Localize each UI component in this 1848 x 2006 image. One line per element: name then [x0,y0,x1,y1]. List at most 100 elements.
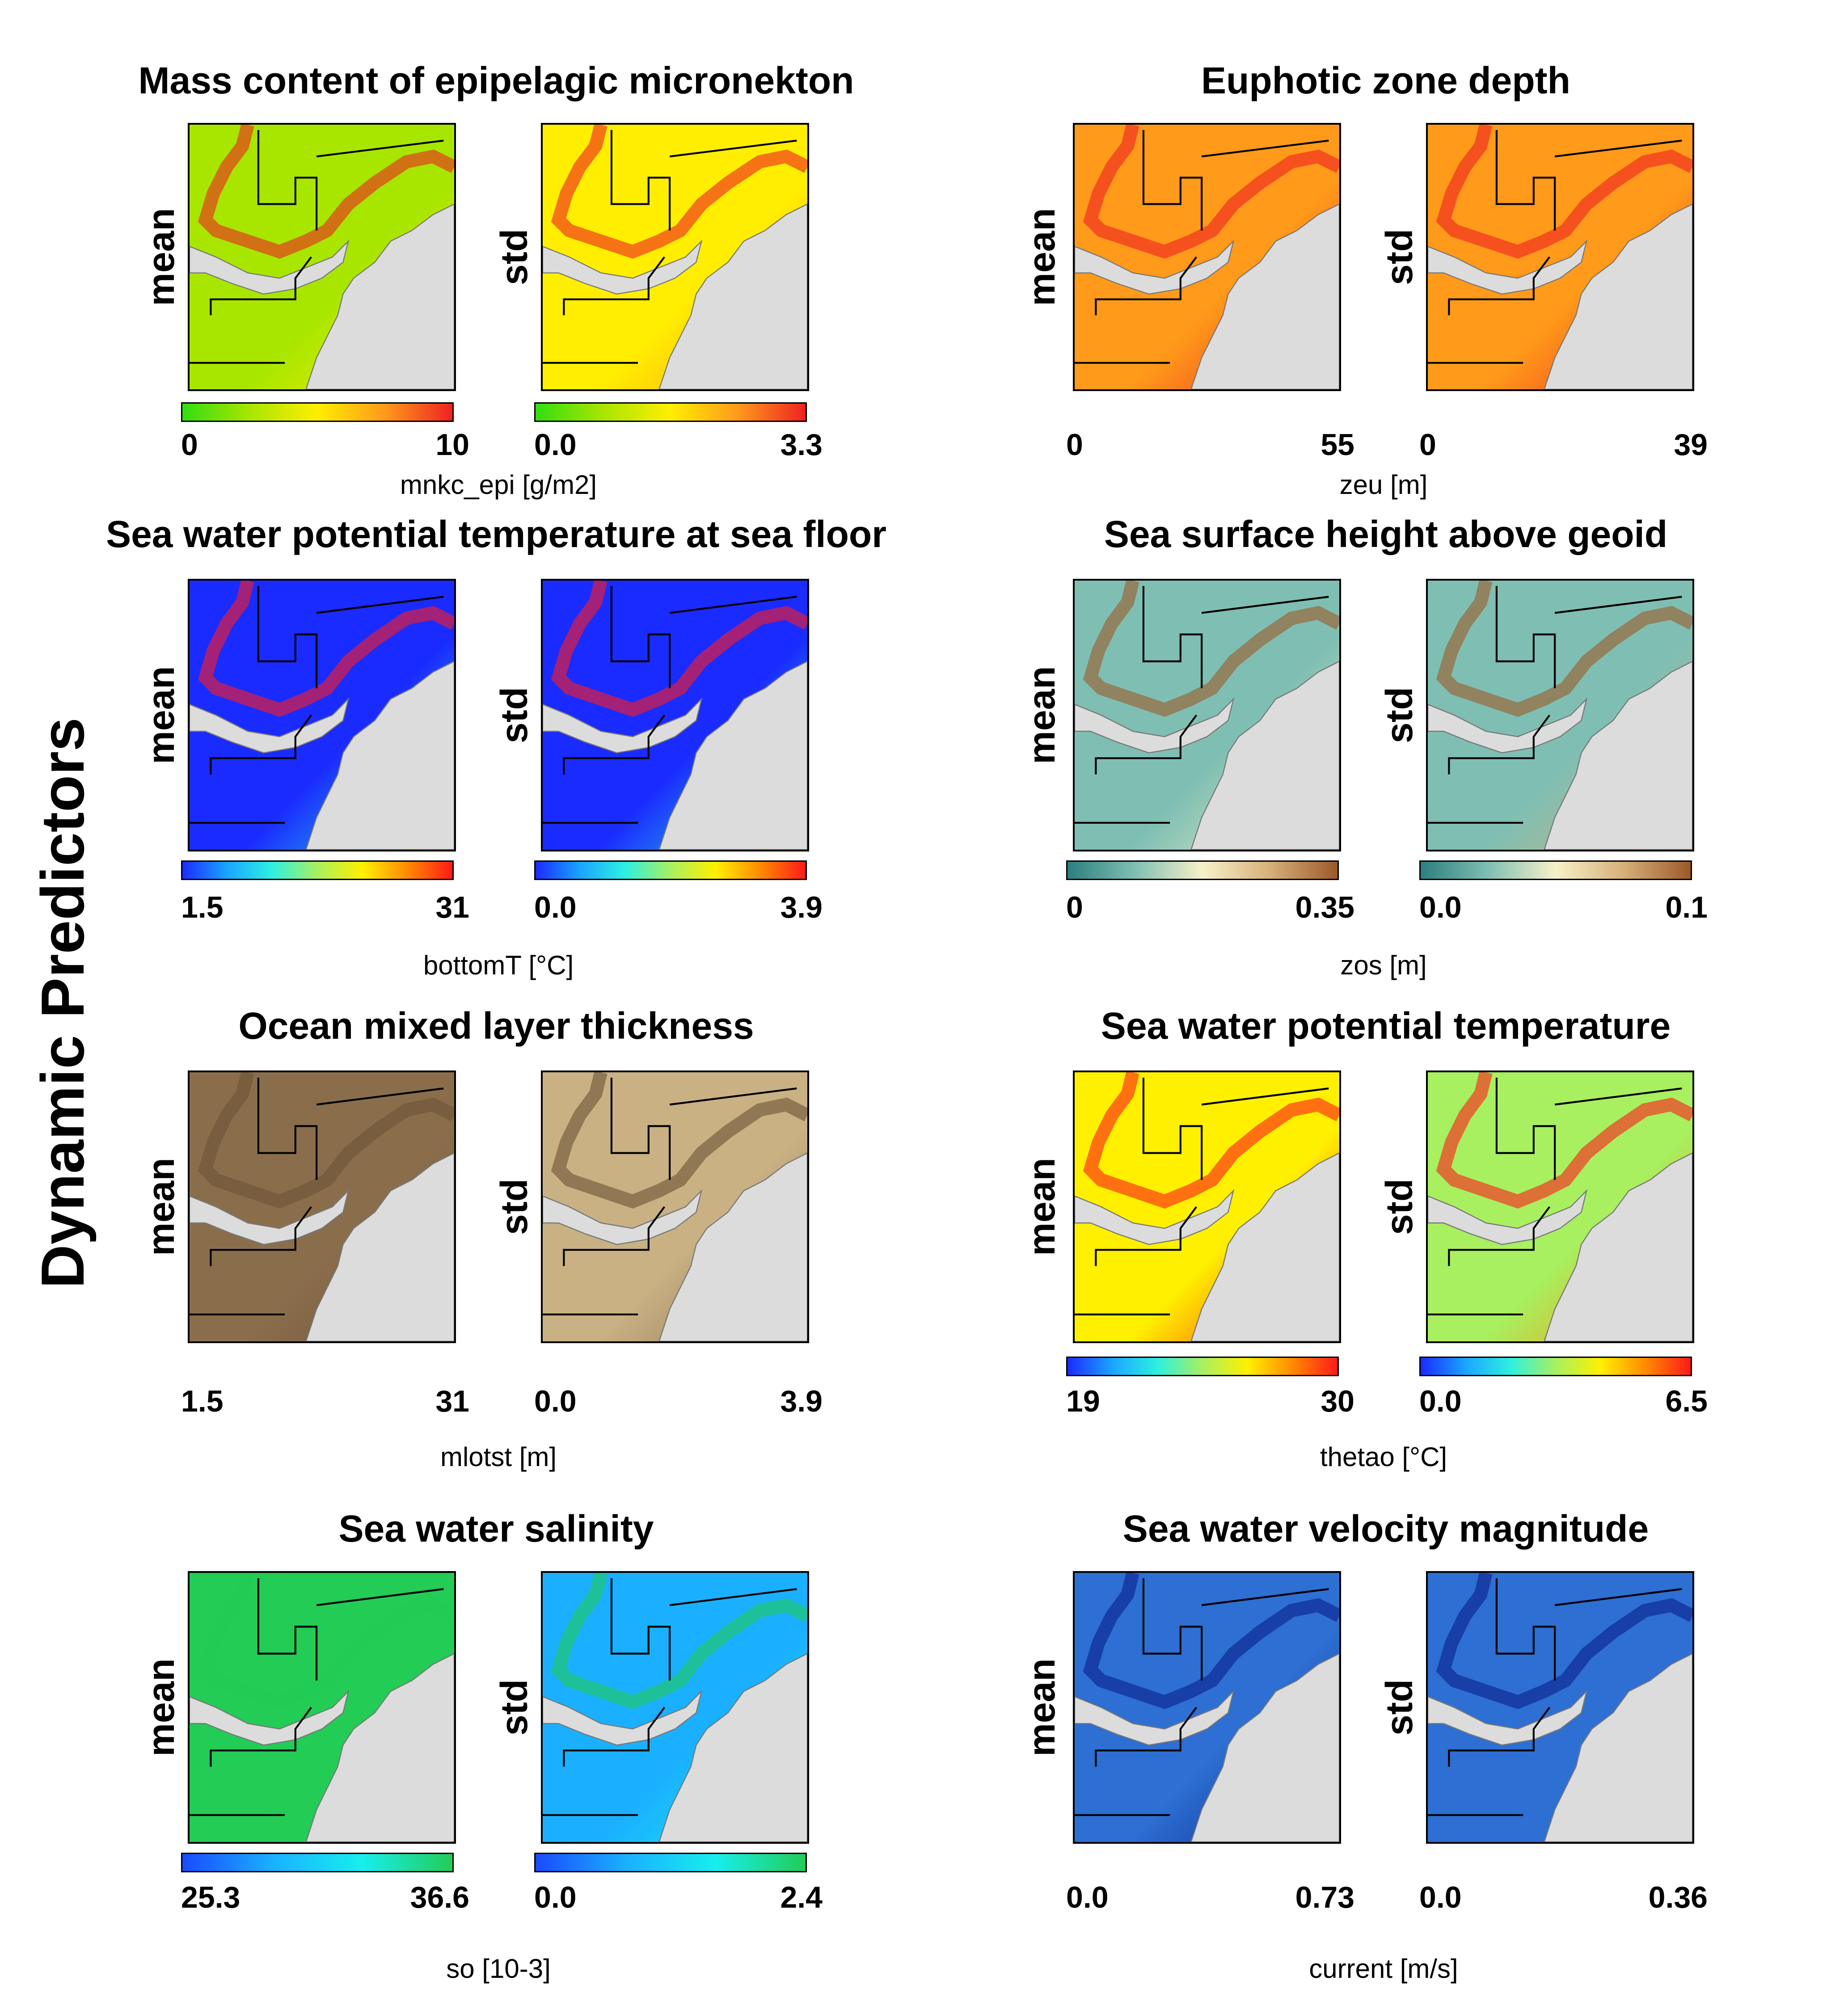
std-map [541,579,809,851]
boundary-line [1495,1578,1556,1681]
isthmus-land [1075,1188,1235,1245]
panel-title: Mass content of epipelagic micronekton [138,59,854,101]
land-mass [1190,1653,1339,1842]
isthmus-land [1075,1689,1235,1746]
unit-label: current [m/s] [1309,1954,1458,1984]
isthmus-land [190,697,350,754]
panel-title: Sea water salinity [338,1508,654,1550]
boundary-line [1201,1087,1329,1106]
map-svg [1428,581,1692,850]
boundary-line [669,139,797,158]
land-mass [658,661,807,850]
boundary-line [210,1707,312,1767]
boundary-line [316,139,444,158]
mean-colorbar [1066,860,1339,880]
boundary-line [1554,1588,1682,1606]
boundary-line [210,256,312,316]
std-map [1426,123,1694,391]
boundary-line [1142,586,1203,688]
std-max-tick: 3.9 [780,1384,823,1418]
mean-min-tick: 1.5 [181,890,224,924]
boundary-line [1142,130,1203,231]
unit-label: thetao [°C] [1320,1442,1447,1472]
land-mass [658,1152,807,1341]
std-min-tick: 0.0 [534,1384,577,1418]
boundary-line [1095,1707,1197,1767]
coastal-band [1436,125,1692,259]
mean-map [188,1070,456,1343]
mean-max-tick: 36.6 [410,1880,469,1914]
boundary-line [1201,596,1329,614]
std-colorbar [534,860,807,880]
coastal-band [198,581,454,717]
boundary-line [1554,139,1682,158]
map-svg [190,581,454,850]
land-mass [305,661,454,850]
boundary-line [316,1588,444,1606]
std-map [541,1571,809,1844]
unit-label: bottomT [°C] [423,950,574,980]
isthmus-land [543,1689,703,1746]
boundary-line [563,1206,665,1266]
std-min-tick: 0.0 [1419,1880,1462,1914]
coastal-band [551,125,807,259]
std-min-tick: 0.0 [534,428,577,462]
boundary-line [257,130,318,231]
map-svg [543,581,807,850]
boundary-line [563,256,665,316]
std-map [1426,579,1694,851]
boundary-line [1448,256,1550,316]
std-row-label: std [1378,1679,1420,1736]
std-row-label: std [1378,229,1420,285]
std-max-tick: 3.9 [780,890,823,924]
isthmus-land [1428,1188,1588,1245]
isthmus-land [190,1188,350,1245]
std-colorbar [1419,860,1692,880]
std-map [541,1070,809,1343]
boundary-line [610,586,671,688]
unit-label: mlotst [m] [440,1442,557,1472]
coastal-band [198,1573,454,1709]
unit-label: so [10-3] [446,1954,551,1984]
unit-label: zeu [m] [1339,470,1428,500]
std-min-tick: 0.0 [534,890,577,924]
mean-row-label: mean [140,1158,182,1256]
isthmus-land [190,1689,350,1746]
mean-map [1073,1571,1341,1844]
mean-colorbar [1066,1357,1339,1376]
mean-map [1073,123,1341,391]
boundary-line [1095,714,1197,775]
land-mass [1190,1152,1339,1341]
boundary-line [1095,256,1197,316]
boundary-line [610,130,671,231]
boundary-line [1495,586,1556,688]
boundary-line [1142,1078,1203,1180]
boundary-line [257,1078,318,1180]
mean-max-tick: 55 [1321,428,1354,462]
boundary-line [1495,130,1556,231]
boundary-line [563,1707,665,1767]
std-colorbar [534,402,807,422]
isthmus-land [1428,1689,1588,1746]
isthmus-land [543,697,703,754]
isthmus-land [1428,239,1588,295]
mean-row-label: mean [1021,1658,1063,1757]
map-svg [1428,1072,1692,1341]
boundary-line [1448,1707,1550,1767]
std-row-label: std [493,687,535,743]
coastal-band [1436,1072,1692,1209]
unit-label: mnkc_epi [g/m2] [400,470,597,500]
boundary-line [669,1087,797,1106]
boundary-line [1095,1206,1197,1266]
mean-map [1073,1070,1341,1343]
panel-title: Sea water potential temperature at sea f… [106,513,886,555]
coastal-band [1083,581,1339,717]
land-mass [658,1653,807,1842]
land-mass [1544,1653,1692,1842]
map-svg [1075,1072,1339,1341]
std-row-label: std [493,229,535,285]
std-colorbar [1419,1357,1692,1376]
coastal-band [551,581,807,717]
panel-title: Ocean mixed layer thickness [238,1005,754,1047]
boundary-line [1201,1588,1329,1606]
